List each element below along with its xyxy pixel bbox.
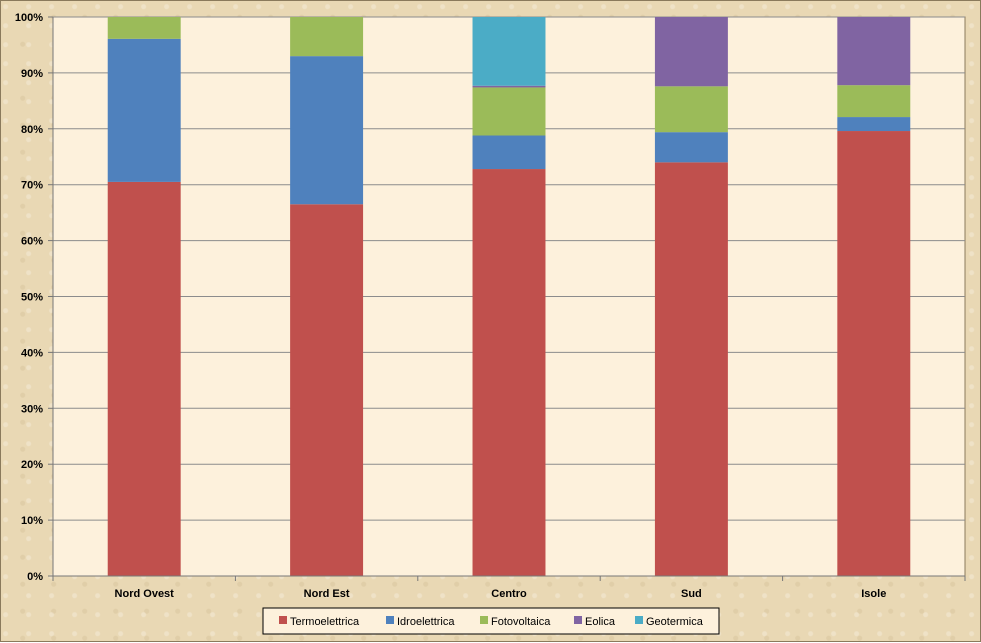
x-category-label: Nord Ovest: [115, 588, 175, 600]
bars: [107, 17, 911, 576]
y-tick-label: 60%: [21, 236, 43, 248]
y-tick-label: 70%: [21, 180, 43, 192]
legend-swatch: [386, 616, 394, 624]
bar-segment-termoelettrica: [837, 131, 911, 576]
y-tick-label: 0%: [27, 571, 43, 583]
legend-label: Eolica: [585, 616, 616, 628]
bar-segment-termoelettrica: [654, 162, 728, 576]
y-tick-label: 20%: [21, 459, 43, 471]
bar-segment-eolica: [837, 17, 911, 86]
bar-segment-fotovoltaica: [107, 17, 181, 39]
legend-swatch: [480, 616, 488, 624]
bar-segment-eolica: [654, 17, 728, 87]
bar-segment-fotovoltaica: [654, 86, 728, 133]
x-category-label: Nord Est: [304, 588, 350, 600]
bar-segment-eolica: [472, 85, 546, 88]
legend-label: Idroelettrica: [397, 616, 455, 628]
bar-segment-fotovoltaica: [290, 17, 364, 57]
y-tick-label: 40%: [21, 347, 43, 359]
bar-segment-termoelettrica: [107, 181, 181, 576]
bar-segment-fotovoltaica: [472, 87, 546, 136]
legend-swatch: [574, 616, 582, 624]
y-tick-label: 100%: [15, 12, 43, 24]
bar-segment-fotovoltaica: [837, 85, 911, 118]
bar-segment-idroelettrica: [107, 38, 181, 182]
bar-segment-termoelettrica: [290, 204, 364, 576]
bar-segment-termoelettrica: [472, 169, 546, 576]
y-tick-label: 80%: [21, 124, 43, 136]
y-tick-label: 50%: [21, 292, 43, 304]
y-tick-label: 90%: [21, 68, 43, 80]
legend-swatch: [635, 616, 643, 624]
legend: Termoelettrica Idroelettrica Fotovoltaica E…: [262, 607, 720, 635]
legend-label: Fotovoltaica: [491, 616, 551, 628]
legend-swatch: [279, 616, 287, 624]
legend-label: Geotermica: [646, 616, 704, 628]
bar-segment-idroelettrica: [654, 132, 728, 163]
axes: 0% 10% 20% 30% 40% 50% 60% 70% 80% 90% 100% Nord Ov…: [15, 12, 966, 600]
y-tick-label: 10%: [21, 515, 43, 527]
legend-label: Termoelettrica: [290, 616, 360, 628]
bar-segment-idroelettrica: [472, 135, 546, 170]
bar-segment-idroelettrica: [837, 117, 911, 132]
x-category-label: Isole: [861, 588, 886, 600]
bar-segment-idroelettrica: [290, 56, 364, 205]
bar-segment-geotermica: [472, 17, 546, 86]
x-category-label: Sud: [681, 588, 702, 600]
y-tick-label: 30%: [21, 403, 43, 415]
x-category-label: Centro: [491, 588, 527, 600]
